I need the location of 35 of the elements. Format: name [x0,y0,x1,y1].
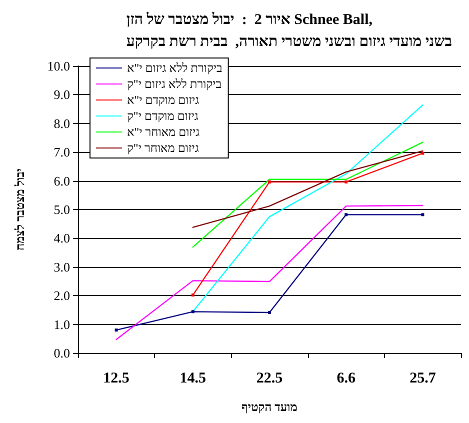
x-tick-label: 14.5 [180,370,206,386]
y-tick-label: 2.0 [54,288,70,304]
point [344,213,348,216]
point [344,180,348,184]
y-tick-label: 9.0 [54,87,70,102]
legend-label: גיזום מוקדם י"א [127,93,200,107]
legend-label: גיזום מאוחר י"א [127,125,200,139]
x-axis-title: מועד הקטיף [242,400,298,414]
y-tick-label: 4.0 [54,230,70,246]
point [268,180,271,184]
y-tick-label: 0.0 [54,346,70,360]
legend-label: ביקורת ללא גיזום י"ק [127,77,222,91]
point [421,152,424,155]
legend-label: גיזום מאוחר י"ק [127,141,199,155]
x-tick-label: 22.5 [256,370,283,386]
y-tick-label: 8.0 [54,116,70,131]
y-tick-label: 1.0 [54,316,70,332]
x-tick-label: 25.7 [410,370,436,386]
legend-label: גיזום מוקדם י"ק [127,109,198,123]
y-tick-label: 5.0 [54,202,70,217]
point [191,294,194,297]
point [114,328,118,332]
legend-label: ביקורת ללא גיזום י"א [127,61,223,75]
x-tick-label: 6.6 [336,370,356,386]
line-series [192,150,424,228]
y-tick-label: 10.0 [47,58,70,74]
chart-title: איור 2 : יבול מצטבר של הזן Schnee Ball, בשני מועדי גיזום ובשני משטרי תאורה, בבית רשת בקרקע [126,11,452,50]
point [268,311,271,314]
y-axis-title: יבול מצטבר לצמח [13,168,27,251]
y-tick-label: 7.0 [54,144,70,160]
point [191,310,194,314]
x-tick-label: 12.5 [103,370,130,386]
y-tick-label: 6.0 [54,173,70,188]
point [421,213,424,216]
y-tick-label: 3.0 [54,259,70,274]
